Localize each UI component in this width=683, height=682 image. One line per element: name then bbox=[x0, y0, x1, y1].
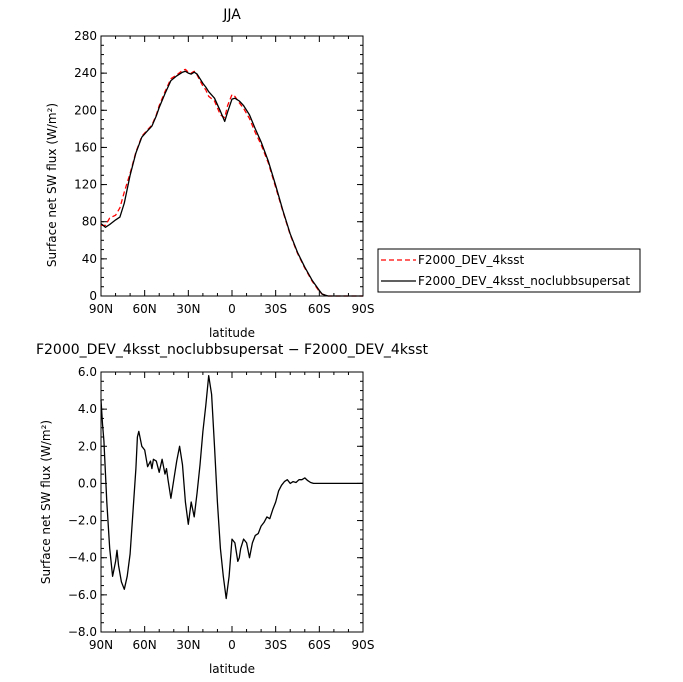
series-lines bbox=[100, 68, 363, 297]
y-axis-label: Surface net SW flux (W/m²) bbox=[45, 103, 59, 267]
x-tick-label: 60N bbox=[133, 302, 157, 316]
x-tick-label: 60S bbox=[308, 638, 331, 652]
y-tick-label: 0.0 bbox=[78, 476, 97, 490]
legend-box bbox=[377, 248, 641, 293]
y-tick-label: 40 bbox=[82, 252, 97, 266]
y-tick-label: 0 bbox=[89, 289, 97, 303]
x-tick-label: 30S bbox=[264, 302, 287, 316]
x-tick-label: 90S bbox=[352, 638, 375, 652]
x-tick-label: 30N bbox=[176, 638, 200, 652]
y-tick-label: −8.0 bbox=[68, 625, 97, 639]
x-tick-label: 0 bbox=[228, 302, 236, 316]
x-tick-label: 90N bbox=[89, 302, 113, 316]
x-tick-label: 90S bbox=[352, 302, 375, 316]
x-tick-label: 0 bbox=[228, 638, 236, 652]
y-tick-label: 6.0 bbox=[78, 365, 97, 379]
y-tick-label: 2.0 bbox=[78, 439, 97, 453]
y-tick-label: 240 bbox=[74, 66, 97, 80]
y-tick-label: 280 bbox=[74, 29, 97, 43]
x-tick-label: 60S bbox=[308, 302, 331, 316]
series-line-2 bbox=[100, 70, 363, 297]
x-axis-label: latitude bbox=[209, 662, 255, 676]
y-tick-label: 200 bbox=[74, 103, 97, 117]
bottom-panel: F2000_DEV_4ksst_noclubbsupersat − F2000_… bbox=[36, 342, 429, 676]
axes: 90N 60N 30N 0 30S 60S 90S 0 40 80 120 160 200 240 280 bbox=[74, 29, 374, 316]
legend-entry-1: F2000_DEV_4ksst bbox=[418, 253, 525, 267]
chart-title: JJA bbox=[222, 7, 241, 23]
x-tick-label: 30N bbox=[176, 302, 200, 316]
plot-frame bbox=[100, 35, 364, 297]
y-tick-label: 4.0 bbox=[78, 402, 97, 416]
y-axis-label: Surface net SW flux (W/m²) bbox=[39, 420, 53, 584]
series-line-1 bbox=[100, 375, 363, 600]
y-tick-label: −4.0 bbox=[68, 551, 97, 565]
y-tick-label: 80 bbox=[82, 215, 97, 229]
y-tick-label: 120 bbox=[74, 178, 97, 192]
top-panel: JJA latitude Surface net SW flux (W/m²) … bbox=[45, 7, 374, 340]
x-tick-label: 90N bbox=[89, 638, 113, 652]
y-tick-label: 160 bbox=[74, 140, 97, 154]
plot-frame bbox=[100, 371, 364, 633]
series-lines bbox=[100, 375, 363, 600]
chart-title: F2000_DEV_4ksst_noclubbsupersat − F2000_… bbox=[36, 342, 429, 358]
y-tick-label: −6.0 bbox=[68, 588, 97, 602]
y-tick-label: −2.0 bbox=[68, 514, 97, 528]
axes: 90N 60N 30N 0 30S 60S 90S 6.0 4.0 2.0 0.0 −2.0 −4.0 −… bbox=[68, 365, 375, 652]
legend: F2000_DEV_4ksst F2000_DEV_4ksst_noclubbs… bbox=[377, 248, 641, 293]
series-line-1 bbox=[101, 68, 363, 297]
x-axis-label: latitude bbox=[209, 326, 255, 340]
x-tick-label: 30S bbox=[264, 638, 287, 652]
legend-entry-2: F2000_DEV_4ksst_noclubbsupersat bbox=[418, 274, 630, 288]
x-tick-label: 60N bbox=[133, 638, 157, 652]
